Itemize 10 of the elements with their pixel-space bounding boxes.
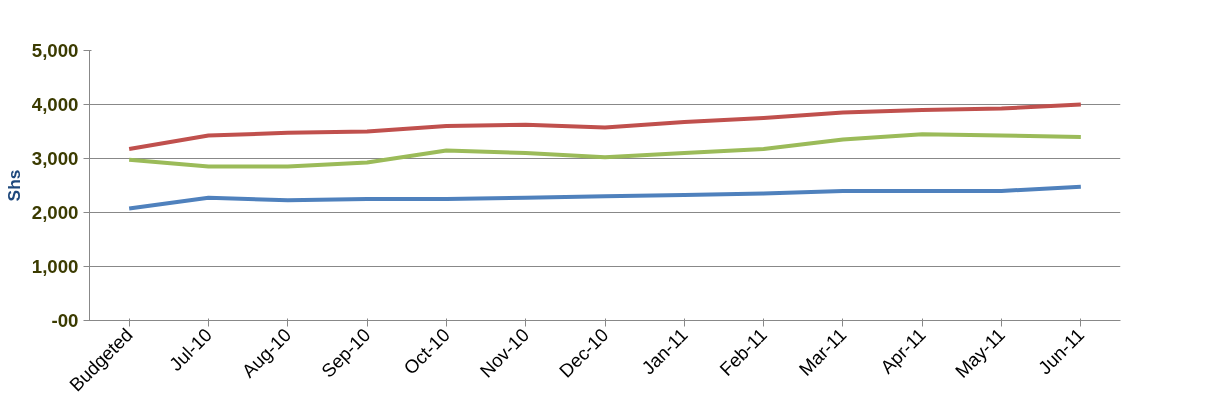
- line-series: [127, 184, 1083, 211]
- y-tick-label: 2,000: [31, 202, 79, 223]
- line-series: [127, 132, 1083, 169]
- y-tick-label: -00: [51, 310, 79, 331]
- y-axis-title: Shs: [3, 169, 24, 202]
- line-series: [127, 102, 1083, 152]
- y-tick-label: 5,000: [31, 40, 79, 61]
- y-tick-label: 4,000: [31, 94, 79, 115]
- y-tick-label: 3,000: [31, 148, 79, 169]
- y-tick-label: 1,000: [31, 256, 79, 277]
